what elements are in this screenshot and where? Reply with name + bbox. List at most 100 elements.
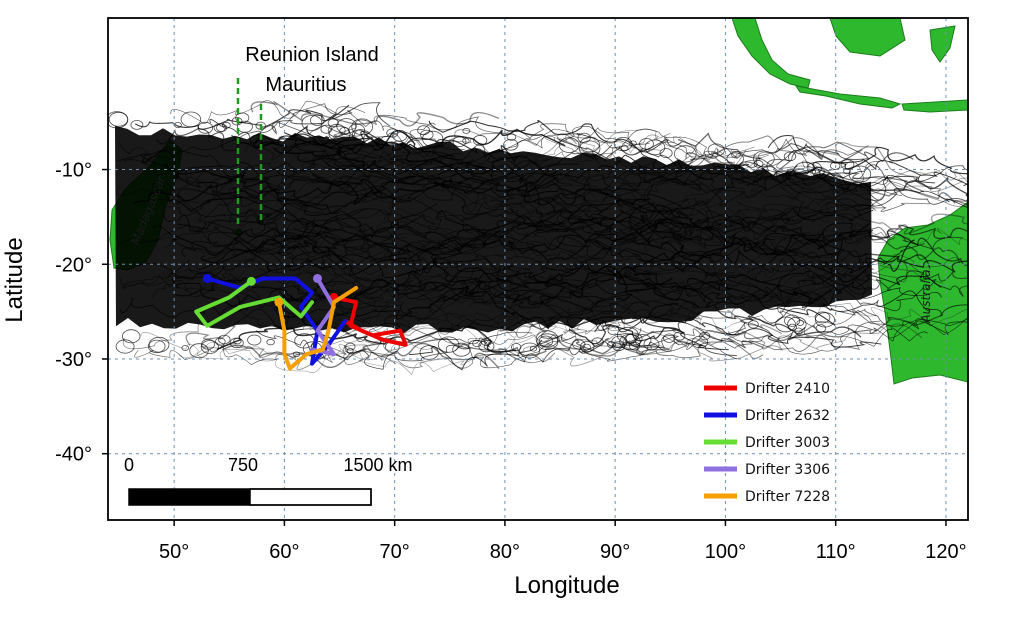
- trajectory-eddy: [591, 337, 604, 347]
- drifter-track-7228: [276, 285, 359, 371]
- trajectory-strand: [632, 316, 882, 348]
- trajectory-eddy: [639, 138, 654, 150]
- trajectory-strand: [747, 260, 869, 282]
- trajectory-strand: [729, 220, 968, 266]
- trajectory-strand: [416, 144, 613, 183]
- trajectory-strand: [305, 170, 425, 198]
- trajectory-eddy: [392, 130, 408, 142]
- drifter-track-2410: [332, 295, 408, 347]
- scale-bar-white-segment: [249, 488, 372, 506]
- trajectory-strand: [395, 279, 679, 330]
- x-tick-label: 110°: [816, 541, 856, 563]
- trajectory-strand: [274, 146, 407, 178]
- trajectory-eddy: [840, 159, 855, 170]
- trajectory-strand: [686, 274, 832, 304]
- drifter-start-3003: [246, 276, 256, 286]
- trajectory-strand: [557, 300, 744, 322]
- trajectory-strand: [283, 131, 456, 163]
- trajectory-strand: [118, 142, 249, 184]
- trajectory-strand: [736, 198, 877, 223]
- trajectory-eddy: [420, 129, 434, 140]
- trajectory-strand: [162, 227, 464, 288]
- trajectory-strand: [739, 255, 925, 283]
- trajectory-eddy: [327, 118, 339, 127]
- trajectory-eddy: [579, 140, 601, 157]
- trajectory-eddy: [452, 136, 467, 148]
- trajectory-strand: [457, 305, 642, 336]
- trajectory-eddy: [613, 137, 633, 152]
- trajectory-strand: [588, 166, 889, 194]
- trajectory-strand: [429, 287, 632, 312]
- trajectory-strand: [178, 176, 397, 202]
- x-tick-label: 80°: [490, 541, 520, 563]
- trajectory-strand: [622, 173, 787, 206]
- trajectory-strand: [346, 299, 618, 329]
- trajectory-eddy: [848, 165, 872, 183]
- trajectory-strand: [349, 147, 492, 179]
- trajectory-strand: [649, 327, 928, 355]
- legend-label-3003: Drifter 3003: [745, 435, 830, 451]
- trajectory-strand: [394, 225, 659, 265]
- x-tick-label: 120°: [925, 541, 966, 563]
- trajectory-eddy: [629, 140, 637, 147]
- trajectory-strand: [767, 135, 968, 186]
- trajectory-strand: [167, 185, 283, 217]
- trajectory-eddy: [189, 343, 209, 359]
- trajectory-strand: [601, 160, 887, 217]
- trajectory-eddy: [345, 342, 356, 351]
- trajectory-strand: [119, 281, 350, 318]
- trajectory-strand: [576, 204, 857, 238]
- trajectory-strand: [153, 207, 368, 252]
- highlighted-drifter-tracks: [194, 273, 408, 371]
- reunion-label: Reunion Island: [245, 44, 378, 66]
- trajectory-strand: [459, 314, 680, 346]
- trajectory-strand: [498, 261, 663, 279]
- trajectory-eddy: [301, 115, 323, 131]
- trajectory-strand: [221, 342, 500, 370]
- trajectory-eddy: [351, 118, 374, 136]
- trajectory-eddy: [726, 152, 744, 166]
- trajectory-strand: [532, 260, 673, 286]
- drifter-start-3306: [312, 273, 322, 283]
- trajectory-eddy: [346, 348, 354, 354]
- trajectory-strand: [172, 271, 389, 307]
- australia-landmass: [877, 201, 968, 385]
- trajectory-eddy: [292, 351, 300, 358]
- trajectory-eddy: [216, 123, 228, 132]
- trajectory-strand: [579, 321, 764, 354]
- legend-label-2410: Drifter 2410: [745, 381, 830, 397]
- trajectory-strand: [746, 309, 968, 339]
- trajectory-eddy: [121, 329, 141, 344]
- trajectory-eddy: [200, 340, 219, 354]
- trajectory-strand: [383, 201, 654, 231]
- x-tick-label: 100°: [705, 541, 746, 563]
- trajectory-strand: [233, 187, 485, 233]
- trajectory-strand: [271, 168, 586, 242]
- trajectory-strand: [595, 224, 853, 267]
- trajectory-strand: [728, 278, 968, 336]
- trajectory-eddy: [472, 134, 488, 146]
- trajectory-strand: [117, 147, 298, 181]
- trajectory-strand: [314, 303, 513, 352]
- trajectory-strand: [163, 209, 422, 259]
- trajectory-strand: [608, 323, 923, 362]
- trajectory-strand: [568, 324, 684, 345]
- x-tick-label: 90°: [600, 541, 630, 563]
- trajectory-eddy: [108, 111, 129, 127]
- trajectory-strand: [535, 209, 689, 229]
- trajectory-eddy: [538, 335, 554, 347]
- trajectory-eddy: [558, 137, 580, 153]
- trajectory-eddy: [663, 333, 676, 343]
- y-tick-label: -40°: [55, 444, 92, 466]
- trajectory-strand: [156, 151, 463, 195]
- trajectory-eddy: [748, 320, 759, 329]
- trajectory-strand: [802, 263, 944, 289]
- y-tick-label: -30°: [55, 349, 92, 371]
- trajectory-eddy: [787, 323, 797, 331]
- trajectory-strand: [148, 189, 332, 232]
- trajectory-eddy: [147, 339, 166, 354]
- java-landmass: [794, 85, 902, 109]
- trajectory-strand: [783, 180, 968, 206]
- trajectory-strand: [174, 267, 493, 307]
- trajectory-strand: [780, 270, 968, 298]
